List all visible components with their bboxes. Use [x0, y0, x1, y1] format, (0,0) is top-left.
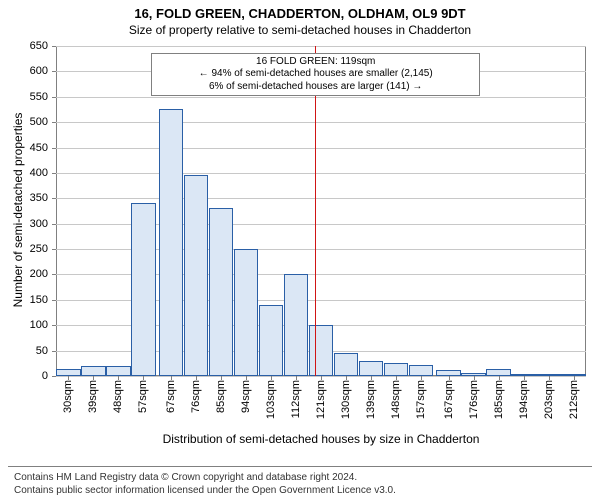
y-tick: 450	[30, 142, 56, 154]
histogram-bar	[309, 325, 333, 376]
annotation-line: 6% of semi-detached houses are larger (1…	[158, 81, 473, 94]
gridline	[56, 122, 586, 123]
x-tick: 185sqm	[493, 376, 505, 419]
annotation-line: ← 94% of semi-detached houses are smalle…	[158, 68, 473, 81]
x-tick: 212sqm	[568, 376, 580, 419]
histogram-bar	[184, 175, 208, 376]
gridline	[56, 198, 586, 199]
footer-line: Contains HM Land Registry data © Crown c…	[14, 471, 586, 484]
page-subtitle: Size of property relative to semi-detach…	[0, 23, 600, 39]
histogram-bar	[409, 365, 433, 376]
histogram-bar	[81, 366, 105, 376]
x-tick: 39sqm	[87, 376, 99, 413]
histogram-bar	[159, 109, 183, 376]
annotation-box: 16 FOLD GREEN: 119sqm← 94% of semi-detac…	[151, 53, 480, 97]
footer-credits: Contains HM Land Registry data © Crown c…	[8, 466, 592, 501]
histogram-bar	[359, 361, 383, 376]
x-tick: 103sqm	[265, 376, 277, 419]
x-tick: 167sqm	[443, 376, 455, 419]
histogram-bar	[284, 274, 308, 376]
x-tick: 194sqm	[518, 376, 530, 419]
x-tick: 130sqm	[340, 376, 352, 419]
x-tick: 67sqm	[165, 376, 177, 413]
y-tick: 300	[30, 218, 56, 230]
y-tick: 550	[30, 91, 56, 103]
x-tick: 176sqm	[468, 376, 480, 419]
y-tick: 500	[30, 116, 56, 128]
gridline	[56, 173, 586, 174]
gridline	[56, 97, 586, 98]
y-tick: 600	[30, 65, 56, 77]
y-tick: 100	[30, 319, 56, 331]
histogram-bar	[131, 203, 155, 376]
gridline	[56, 46, 586, 47]
y-tick: 250	[30, 243, 56, 255]
y-tick: 150	[30, 294, 56, 306]
chart-container: 16, FOLD GREEN, CHADDERTON, OLDHAM, OL9 …	[0, 0, 600, 500]
y-tick: 200	[30, 268, 56, 280]
x-tick: 148sqm	[390, 376, 402, 419]
y-axis-label: Number of semi-detached properties	[11, 45, 25, 375]
page-title: 16, FOLD GREEN, CHADDERTON, OLDHAM, OL9 …	[0, 0, 600, 23]
y-tick: 650	[30, 40, 56, 52]
footer-line: Contains public sector information licen…	[14, 484, 586, 497]
x-tick: 30sqm	[62, 376, 74, 413]
x-axis-label: Distribution of semi-detached houses by …	[56, 432, 586, 446]
histogram-bar	[234, 249, 258, 376]
y-tick: 350	[30, 192, 56, 204]
annotation-line: 16 FOLD GREEN: 119sqm	[158, 56, 473, 69]
x-tick: 157sqm	[415, 376, 427, 419]
y-tick: 400	[30, 167, 56, 179]
plot-area: 0501001502002503003504004505005506006503…	[56, 46, 586, 376]
x-tick: 203sqm	[543, 376, 555, 419]
gridline	[56, 148, 586, 149]
histogram-bar	[486, 369, 510, 376]
histogram-bar	[259, 305, 283, 376]
histogram-bar	[209, 208, 233, 376]
histogram-bar	[56, 369, 80, 376]
x-tick: 139sqm	[365, 376, 377, 419]
x-tick: 76sqm	[190, 376, 202, 413]
x-tick: 85sqm	[215, 376, 227, 413]
x-tick: 48sqm	[112, 376, 124, 413]
histogram-bar	[106, 366, 130, 376]
x-tick: 121sqm	[315, 376, 327, 419]
x-tick: 94sqm	[240, 376, 252, 413]
x-tick: 57sqm	[137, 376, 149, 413]
y-tick: 50	[36, 345, 56, 357]
histogram-bar	[384, 363, 408, 376]
histogram-bar	[334, 353, 358, 376]
y-tick: 0	[42, 370, 56, 382]
x-tick: 112sqm	[290, 376, 302, 418]
